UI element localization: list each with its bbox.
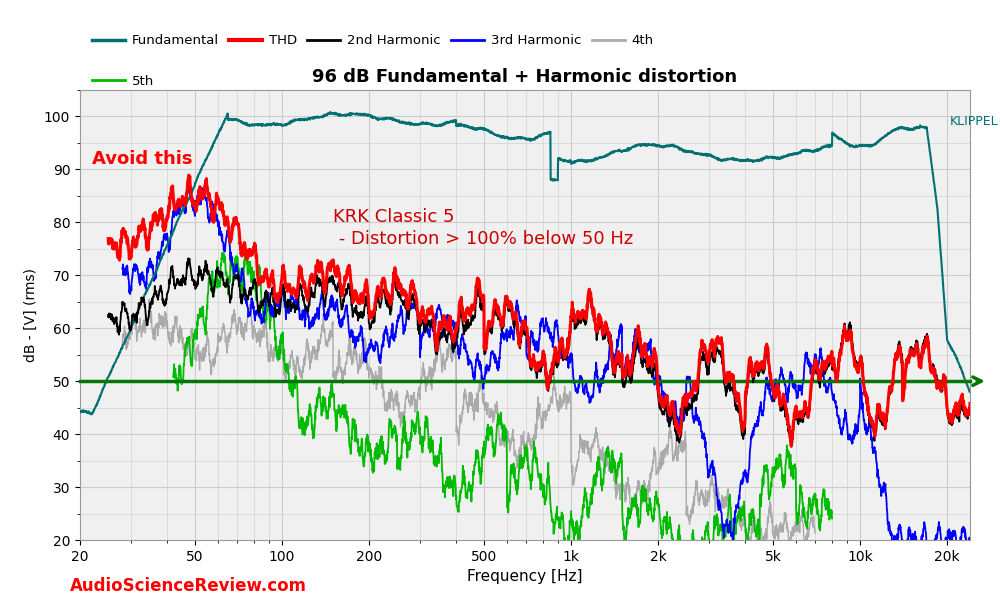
Text: KLIPPEL: KLIPPEL [950, 115, 999, 128]
Text: - Distortion > 100% below 50 Hz: - Distortion > 100% below 50 Hz [333, 230, 633, 248]
Title: 96 dB Fundamental + Harmonic distortion: 96 dB Fundamental + Harmonic distortion [312, 68, 738, 86]
Legend: 5th: 5th [87, 70, 159, 93]
X-axis label: Frequency [Hz]: Frequency [Hz] [467, 569, 583, 584]
Text: KRK Classic 5: KRK Classic 5 [333, 208, 454, 226]
Text: AudioScienceReview.com: AudioScienceReview.com [70, 577, 307, 595]
Y-axis label: dB - [V] (rms): dB - [V] (rms) [24, 268, 38, 362]
Text: Avoid this: Avoid this [92, 150, 192, 168]
